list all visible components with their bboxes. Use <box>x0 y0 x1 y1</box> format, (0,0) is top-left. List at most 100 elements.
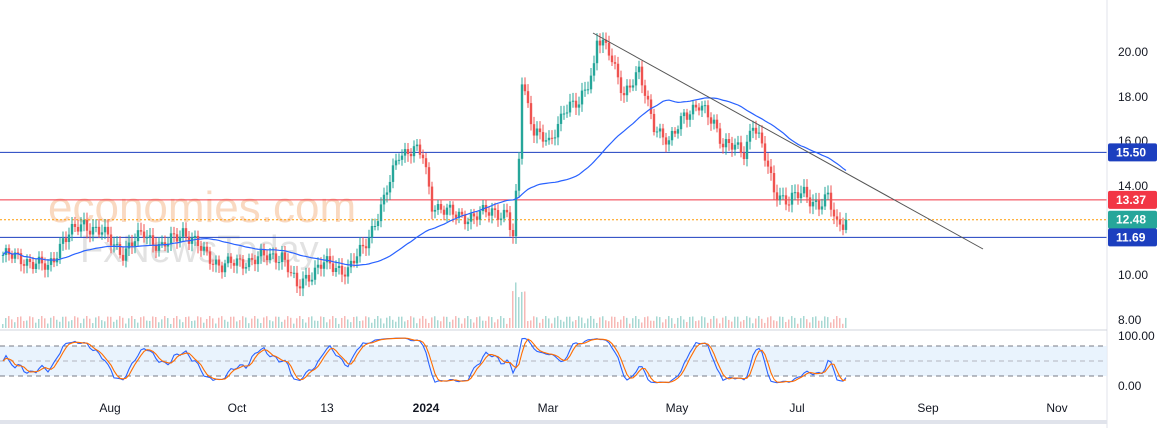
volume-bar <box>212 318 214 328</box>
candle-body <box>814 200 818 202</box>
volume-bar <box>728 319 730 328</box>
candle-body <box>709 117 713 124</box>
candle-body <box>331 263 335 273</box>
volume-bar <box>29 316 31 328</box>
candle-body <box>637 66 641 73</box>
volume-bar <box>287 316 289 328</box>
candle-body <box>370 226 374 238</box>
volume-bar <box>422 316 424 328</box>
candle-body <box>715 119 719 129</box>
volume-bar <box>14 322 16 328</box>
volume-bar <box>524 291 526 328</box>
volume-bar <box>437 320 439 328</box>
volume-bar <box>65 316 67 328</box>
horizontal-scrollbar[interactable] <box>0 420 1107 424</box>
volume-bar <box>410 316 412 328</box>
volume-bar <box>593 318 595 328</box>
volume-bar <box>308 317 310 328</box>
candle-body <box>523 84 527 92</box>
volume-bar <box>32 317 34 328</box>
candle-body <box>109 234 113 246</box>
candle-body <box>61 238 65 244</box>
volume-bar <box>719 323 721 328</box>
volume-bar <box>536 317 538 328</box>
volume-bar <box>689 316 691 328</box>
candle-body <box>532 124 536 136</box>
volume-bar <box>350 322 352 328</box>
volume-bar <box>161 319 163 328</box>
candle-body <box>514 190 518 237</box>
volume-bar <box>827 317 829 328</box>
candle-body <box>640 66 644 86</box>
volume-bar <box>737 316 739 328</box>
volume-bar <box>491 317 493 328</box>
volume-bar <box>464 318 466 328</box>
candle-body <box>214 259 218 265</box>
volume-bar <box>602 316 604 328</box>
volume-bar <box>428 322 430 328</box>
volume-bar <box>362 320 364 328</box>
candle-body <box>496 210 500 220</box>
volume-bar <box>71 320 73 328</box>
price-tag-label: 13.37 <box>1116 193 1146 207</box>
candle-body <box>751 127 755 131</box>
volume-bar <box>413 317 415 328</box>
candle-body <box>31 261 35 270</box>
volume-bar <box>383 323 385 328</box>
candle-body <box>409 154 413 157</box>
candle-body <box>694 104 698 108</box>
candle-body <box>739 142 743 153</box>
candle-body <box>190 238 194 244</box>
volume-bar <box>710 318 712 328</box>
candle-body <box>244 267 248 269</box>
candle-body <box>586 89 590 91</box>
volume-bar <box>59 321 61 328</box>
volume-bar <box>83 318 85 328</box>
volume-bar <box>89 318 91 328</box>
volume-bar <box>782 316 784 328</box>
volume-bar <box>143 316 145 328</box>
candle-body <box>793 192 797 194</box>
volume-bar <box>560 319 562 328</box>
moving-average-line <box>2 97 847 266</box>
candle-body <box>568 101 572 113</box>
volume-bar <box>569 316 571 328</box>
volume-bar <box>638 319 640 328</box>
volume-bar <box>497 319 499 328</box>
candle-body <box>784 195 788 205</box>
volume-bar <box>320 316 322 328</box>
volume-bar <box>353 316 355 328</box>
candle-body <box>598 40 602 46</box>
candle-body <box>841 224 845 230</box>
volume-bar <box>698 320 700 328</box>
candle-body <box>229 256 233 263</box>
volume-bar <box>341 317 343 328</box>
candle-body <box>601 39 605 46</box>
volume-bar <box>377 316 379 328</box>
candle-body <box>775 192 779 201</box>
candle-body <box>520 84 524 159</box>
volume-bar <box>101 320 103 328</box>
candle-body <box>106 226 110 235</box>
volume-bar <box>92 323 94 328</box>
volume-bar <box>770 316 772 328</box>
candle-body <box>172 233 176 235</box>
volume-bar <box>332 316 334 328</box>
volume-bar <box>302 319 304 328</box>
volume-bar <box>455 316 457 328</box>
volume-bar <box>326 322 328 328</box>
candle-body <box>400 155 404 160</box>
candle-body <box>748 130 752 142</box>
candle-body <box>481 204 485 212</box>
volume-bar <box>185 316 187 328</box>
volume-bar <box>371 322 373 328</box>
candle-body <box>577 104 581 108</box>
volume-bar <box>521 291 523 328</box>
candle-body <box>88 230 92 235</box>
candle-body <box>49 258 53 265</box>
candle-body <box>478 211 482 220</box>
time-axis-label: Aug <box>99 401 120 415</box>
candle-body <box>736 142 740 145</box>
